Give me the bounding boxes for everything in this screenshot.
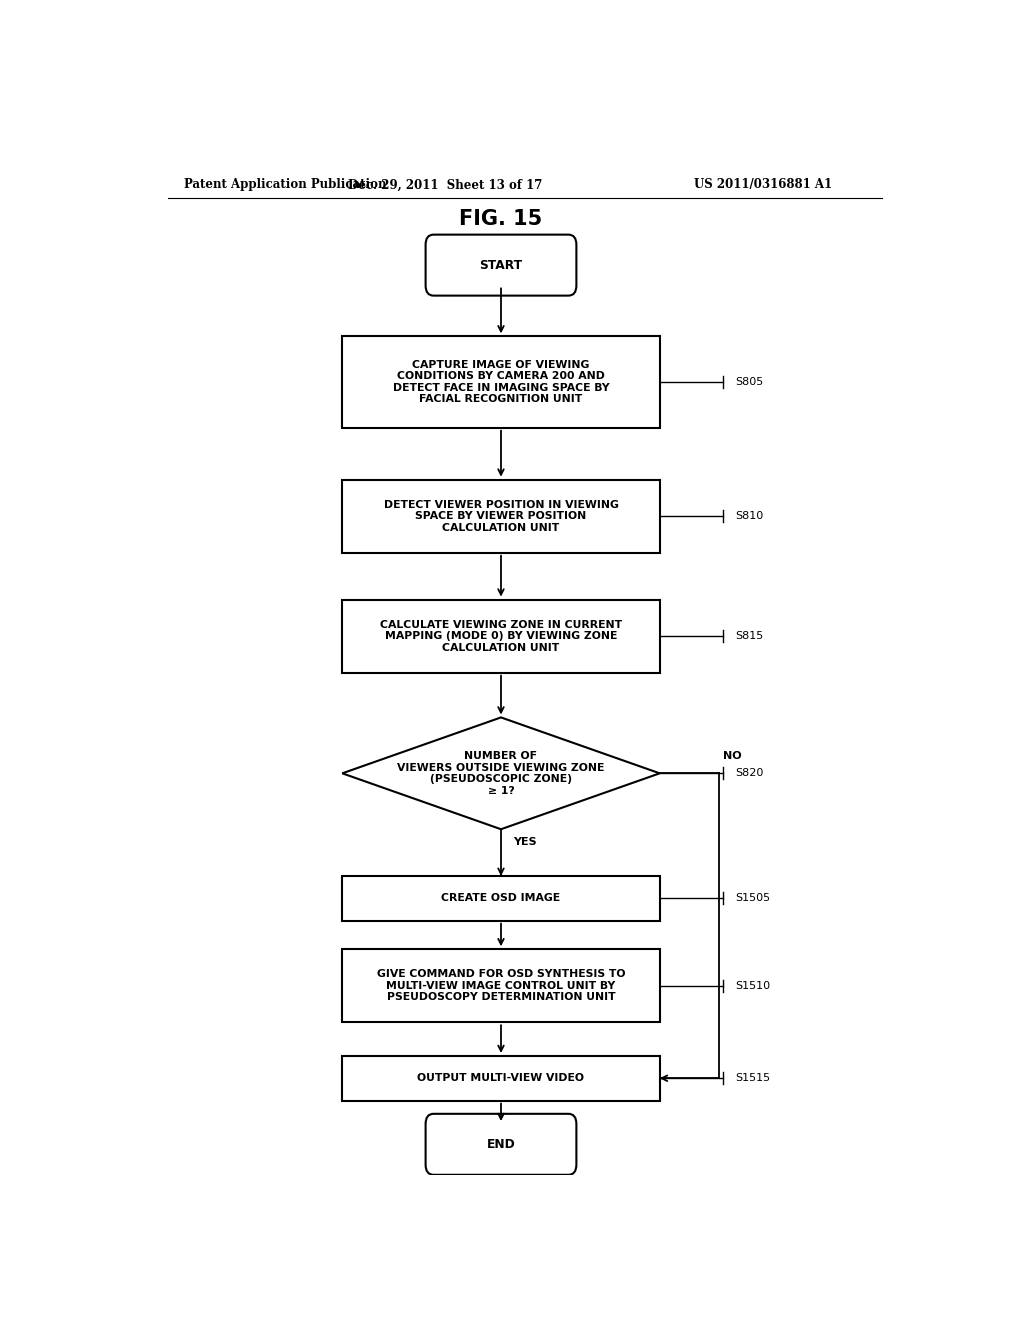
Text: S1515: S1515 (735, 1073, 770, 1084)
Bar (342, 479, 659, 553)
Text: S820: S820 (735, 768, 764, 779)
Text: S815: S815 (735, 631, 763, 642)
Bar (342, 337, 659, 428)
Text: CAPTURE IMAGE OF VIEWING
CONDITIONS BY CAMERA 200 AND
DETECT FACE IN IMAGING SPA: CAPTURE IMAGE OF VIEWING CONDITIONS BY C… (392, 359, 609, 404)
Text: START: START (479, 259, 522, 272)
Text: Dec. 29, 2011  Sheet 13 of 17: Dec. 29, 2011 Sheet 13 of 17 (348, 178, 543, 191)
Text: NUMBER OF
VIEWERS OUTSIDE VIEWING ZONE
(PSEUDOSCOPIC ZONE)
≥ 1?: NUMBER OF VIEWERS OUTSIDE VIEWING ZONE (… (397, 751, 605, 796)
Text: US 2011/0316881 A1: US 2011/0316881 A1 (694, 178, 831, 191)
Text: S810: S810 (735, 511, 763, 521)
Polygon shape (342, 718, 659, 829)
Bar (342, 1056, 659, 1101)
Text: NO: NO (723, 751, 741, 762)
Text: S1505: S1505 (735, 894, 770, 903)
Text: Patent Application Publication: Patent Application Publication (183, 178, 386, 191)
Bar (342, 876, 659, 921)
Text: OUTPUT MULTI-VIEW VIDEO: OUTPUT MULTI-VIEW VIDEO (418, 1073, 585, 1084)
FancyBboxPatch shape (426, 235, 577, 296)
Text: FIG. 15: FIG. 15 (460, 210, 543, 230)
Bar (342, 599, 659, 673)
Bar (342, 949, 659, 1022)
Text: DETECT VIEWER POSITION IN VIEWING
SPACE BY VIEWER POSITION
CALCULATION UNIT: DETECT VIEWER POSITION IN VIEWING SPACE … (384, 499, 618, 533)
Text: CREATE OSD IMAGE: CREATE OSD IMAGE (441, 894, 560, 903)
Text: YES: YES (513, 837, 537, 847)
Text: GIVE COMMAND FOR OSD SYNTHESIS TO
MULTI-VIEW IMAGE CONTROL UNIT BY
PSEUDOSCOPY D: GIVE COMMAND FOR OSD SYNTHESIS TO MULTI-… (377, 969, 626, 1002)
Text: S805: S805 (735, 378, 763, 387)
Text: S1510: S1510 (735, 981, 770, 991)
Text: END: END (486, 1138, 515, 1151)
Text: CALCULATE VIEWING ZONE IN CURRENT
MAPPING (MODE 0) BY VIEWING ZONE
CALCULATION U: CALCULATE VIEWING ZONE IN CURRENT MAPPIN… (380, 619, 622, 652)
FancyBboxPatch shape (426, 1114, 577, 1175)
